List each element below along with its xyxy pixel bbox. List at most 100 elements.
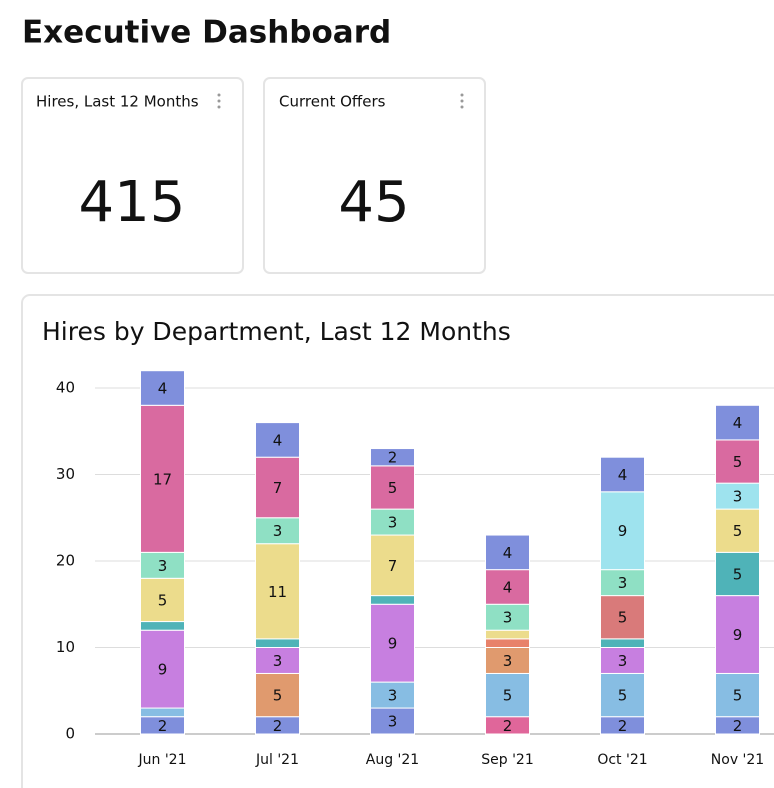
data-label: 3 [733, 488, 743, 506]
data-label: 4 [273, 431, 283, 449]
data-label: 7 [388, 557, 398, 575]
data-label: 5 [618, 609, 628, 627]
data-label: 4 [733, 414, 743, 432]
data-label: 3 [273, 652, 283, 670]
data-label: 17 [153, 470, 172, 488]
bar-segment [370, 508, 415, 536]
bar-segment [485, 569, 530, 605]
data-label: 9 [618, 522, 628, 540]
data-label: 5 [388, 479, 398, 497]
data-label: 3 [158, 557, 168, 575]
bar-segment [140, 707, 185, 718]
bar-segment [255, 456, 300, 519]
bar-segment [715, 482, 760, 510]
y-tick-label: 10 [56, 638, 75, 656]
data-label: 3 [388, 687, 398, 705]
bar-segment [370, 603, 415, 683]
data-label: 4 [618, 466, 628, 484]
x-tick-label: Jul '21 [255, 752, 299, 768]
y-tick-label: 40 [56, 379, 75, 397]
data-label: 5 [618, 687, 628, 705]
data-label: 3 [618, 652, 628, 670]
page-title: Executive Dashboard [22, 15, 391, 51]
data-label: 3 [388, 713, 398, 731]
bar-segment [255, 647, 300, 674]
x-tick-label: Nov '21 [711, 752, 764, 768]
bar-segment [140, 577, 185, 623]
data-label: 5 [733, 453, 743, 471]
bar-segment [370, 534, 415, 597]
data-label: 2 [158, 717, 168, 735]
bar-segment [370, 681, 415, 709]
card-menu[interactable] [217, 93, 221, 109]
data-label: 5 [158, 591, 168, 609]
bar-segment [140, 629, 185, 709]
bar-segment [715, 595, 760, 674]
data-label: 5 [273, 687, 283, 705]
data-label: 9 [733, 626, 743, 644]
bar-segment [140, 551, 185, 579]
data-label: 2 [733, 717, 743, 735]
kpi-card [263, 77, 486, 274]
bar-segment [715, 439, 760, 484]
data-label: 2 [618, 717, 628, 735]
data-label: 2 [388, 449, 398, 467]
bar-segment [715, 551, 760, 597]
data-label: 5 [733, 522, 743, 540]
data-label: 4 [503, 544, 513, 562]
data-label: 9 [388, 635, 398, 653]
data-label: 3 [503, 652, 513, 670]
plot: 0 10 20 30 40 Jun '21 2 9 5 3 17 4 Jul '21 2 5 3 11 3 7 4 Au… [56, 370, 774, 768]
x-tick-label: Jun '21 [138, 752, 187, 768]
data-label: 5 [503, 687, 513, 705]
y-tick-label: 0 [65, 725, 75, 743]
bar-segment [370, 465, 415, 510]
y-tick-label: 20 [56, 552, 75, 570]
data-label: 3 [618, 574, 628, 592]
card-title: Current Offers [279, 93, 386, 111]
bar-segment [600, 491, 645, 571]
data-label: 7 [273, 479, 283, 497]
data-label: 3 [388, 514, 398, 532]
kpi-card [21, 77, 244, 274]
data-label: 4 [503, 578, 513, 596]
bar-segment [600, 456, 645, 493]
bar-segment [485, 629, 530, 640]
data-label: 5 [733, 565, 743, 583]
chart-title: Hires by Department, Last 12 Months [42, 317, 511, 346]
bar-segment [370, 448, 415, 467]
bar-segment [370, 595, 415, 605]
bar-segment [485, 534, 530, 571]
y-tick-label: 30 [56, 465, 75, 483]
data-label: 2 [273, 717, 283, 735]
data-label: 9 [158, 661, 168, 679]
x-tick-label: Aug '21 [366, 752, 419, 768]
card-title: Hires, Last 12 Months [36, 93, 199, 111]
bar-segment [255, 672, 300, 718]
data-label: 3 [273, 522, 283, 540]
data-label: 2 [503, 717, 513, 735]
bar-segment [255, 638, 300, 648]
bar-segment [140, 404, 185, 553]
bar-segment [715, 672, 760, 718]
bar-segment [600, 638, 645, 648]
bar-segment [255, 543, 300, 640]
data-label: 3 [503, 609, 513, 627]
bar-segment [485, 603, 530, 631]
x-tick-label: Sep '21 [481, 752, 534, 768]
bar-segment [485, 638, 530, 648]
data-label: 5 [733, 687, 743, 705]
bar-segment [255, 422, 300, 458]
card-menu[interactable] [460, 93, 464, 109]
data-label: 11 [268, 583, 287, 601]
data-label: 4 [158, 380, 168, 398]
bar-segment [485, 672, 530, 718]
x-tick-label: Oct '21 [597, 752, 647, 768]
card-value: 45 [338, 170, 409, 235]
card-value: 415 [79, 170, 186, 235]
bar-segment [715, 404, 760, 441]
bar-segment [140, 370, 185, 406]
bar-segment [140, 621, 185, 631]
